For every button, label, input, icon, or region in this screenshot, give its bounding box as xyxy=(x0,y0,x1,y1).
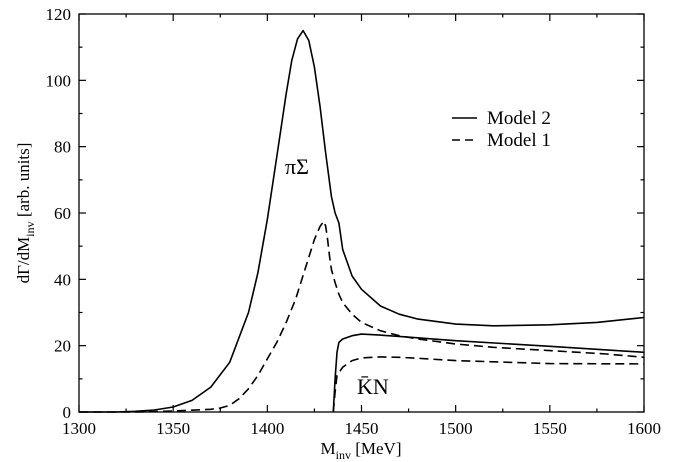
x-tick-label: 1300 xyxy=(62,419,96,438)
x-tick-label: 1600 xyxy=(627,419,661,438)
x-axis-label: Minv [MeV] xyxy=(321,439,402,462)
x-tick-label: 1350 xyxy=(156,419,190,438)
plot-frame xyxy=(78,13,645,413)
pi-sigma-annotation: πΣ xyxy=(285,154,309,179)
y-tick-label: 120 xyxy=(46,5,72,24)
y-tick-label: 40 xyxy=(54,270,71,289)
y-tick-label: 60 xyxy=(54,204,71,223)
series-line-model-2-kbar-n xyxy=(332,333,645,413)
x-tick-label: 1500 xyxy=(439,419,473,438)
x-tick-label: 1450 xyxy=(345,419,379,438)
x-tick-label: 1550 xyxy=(533,419,567,438)
legend: Model 2 Model 1 xyxy=(452,108,551,151)
legend-label-model-2: Model 2 xyxy=(487,108,551,129)
y-tick-label: 20 xyxy=(54,337,71,356)
series-line-model-1-pi-sigma xyxy=(79,220,645,413)
y-tick-label: 0 xyxy=(63,403,72,422)
y-axis-label: dΓ/dMinv [arb. units] xyxy=(14,143,37,284)
x-tick-label: 1400 xyxy=(250,419,284,438)
y-tick-label: 80 xyxy=(54,138,71,157)
series-line-model-1-kbar-n xyxy=(332,356,645,413)
legend-label-model-1: Model 1 xyxy=(487,130,551,151)
kbar-n-annotation: K̄N xyxy=(357,374,389,399)
data-series-group xyxy=(79,29,645,413)
y-tick-label: 100 xyxy=(46,71,72,90)
series-line-model-2-pi-sigma xyxy=(79,29,645,413)
axis-ticks-group: 1300 1350 1400 1450 1500 1550 1600 0 20 40 60 80 100… xyxy=(46,5,662,438)
